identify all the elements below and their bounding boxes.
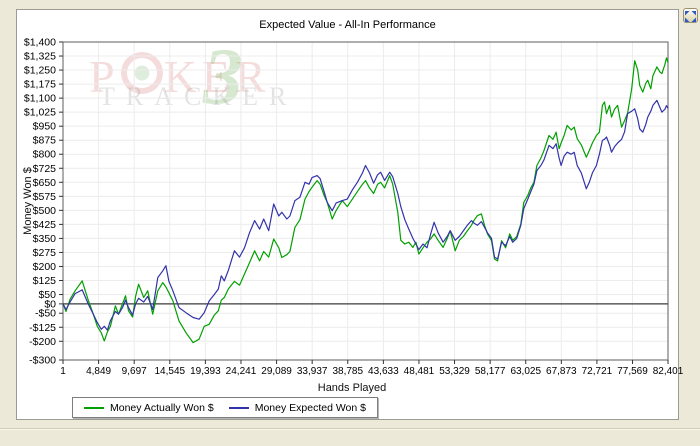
x-tick-label: 43,633 [368, 366, 399, 377]
y-tick-label: $650 [33, 177, 57, 189]
poker-chip-icon [120, 52, 163, 94]
chart-title: Expected Value - All-In Performance [259, 19, 436, 31]
x-axis-title: Hands Played [317, 382, 387, 394]
legend-entry-expected-won: Money Expected Won $ [228, 401, 366, 414]
y-tick-label: $575 [33, 191, 57, 203]
money-actually-won-line [62, 57, 669, 344]
money-expected-won-line [62, 99, 669, 331]
x-tick-label: 63,025 [510, 366, 541, 377]
y-tick-label: $1,325 [24, 51, 56, 63]
y-tick-label: $1,400 [24, 37, 56, 49]
x-tick-label: 58,177 [475, 366, 506, 377]
y-tick-label: -$50 [35, 308, 56, 320]
y-tick-label: $50 [38, 289, 56, 301]
chart-legend: Money Actually Won $ Money Expected Won … [72, 397, 378, 418]
watermark-poker-text: P KER [89, 51, 271, 102]
y-tick-label: -$300 [29, 355, 56, 367]
y-tick-label: $350 [33, 233, 57, 245]
watermark-tracker-text: TRACKER [99, 82, 298, 111]
expand-icon [685, 10, 696, 22]
y-axis-title: Money Won $ [22, 167, 34, 235]
legend-entry-actually-won: Money Actually Won $ [84, 402, 214, 414]
legend-label-actually-won: Money Actually Won $ [110, 401, 214, 414]
y-tick-label: $0 [44, 298, 56, 310]
y-tick-label: $725 [33, 163, 57, 175]
x-tick-label: 48,481 [404, 366, 435, 377]
bottom-divider [0, 428, 700, 429]
y-tick-label: $1,025 [24, 107, 56, 119]
y-tick-label: $800 [33, 149, 57, 161]
x-tick-label: 9,697 [122, 366, 147, 377]
x-tick-label: 4,849 [86, 366, 111, 377]
x-tick-label: 19,393 [190, 366, 221, 377]
y-tick-label: $200 [33, 261, 57, 273]
x-tick-label: 67,873 [546, 366, 577, 377]
blue-line-swatch [228, 406, 249, 409]
x-tick-label: 14,545 [154, 366, 185, 377]
x-tick-label: 53,329 [439, 366, 470, 377]
y-tick-label: $1,250 [24, 65, 56, 77]
green-line-swatch [84, 406, 104, 409]
x-tick-label: 77,569 [617, 366, 648, 377]
y-tick-label: $500 [33, 205, 57, 217]
y-tick-label: $950 [33, 121, 57, 133]
y-tick-label: -$125 [29, 322, 56, 334]
x-tick-label: 1 [60, 366, 66, 377]
x-tick-label: 33,937 [297, 366, 328, 377]
x-tick-label: 38,785 [332, 366, 363, 377]
watermark-three-text: 3 [203, 33, 243, 121]
bottom-divider-highlight [0, 429, 700, 430]
plot-border [62, 41, 669, 361]
x-tick-label: 24,241 [226, 366, 257, 377]
x-tick-label: 72,721 [582, 366, 613, 377]
x-tick-label: 29,089 [261, 366, 292, 377]
x-tick-label: 82,401 [653, 366, 684, 377]
y-tick-label: $1,175 [24, 79, 56, 91]
y-tick-label: $425 [33, 219, 57, 231]
y-tick-label: $1,100 [24, 93, 56, 105]
y-tick-label: $275 [33, 247, 57, 259]
legend-label-expected-won: Money Expected Won $ [254, 401, 366, 414]
y-tick-label: -$200 [29, 336, 56, 348]
expand-chart-button[interactable] [683, 8, 698, 23]
y-tick-label: $125 [33, 275, 57, 287]
y-tick-label: $875 [33, 135, 57, 147]
